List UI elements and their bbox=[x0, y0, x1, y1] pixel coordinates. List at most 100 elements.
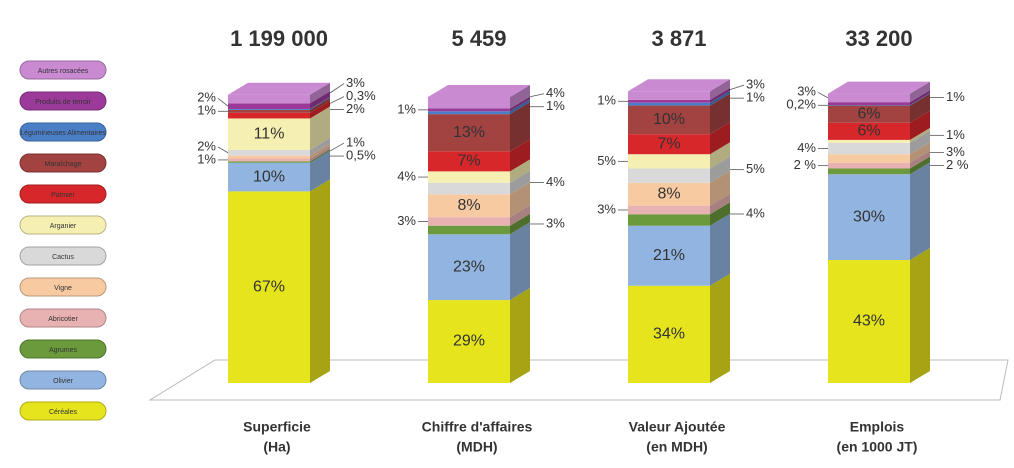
bar-segment bbox=[228, 158, 310, 162]
leader-line bbox=[529, 93, 545, 98]
bar-top bbox=[228, 82, 330, 95]
bar-side bbox=[710, 122, 730, 155]
bar-segment bbox=[628, 182, 710, 206]
legend-swatch bbox=[19, 246, 107, 266]
bar-side bbox=[910, 150, 930, 169]
bar-side bbox=[710, 202, 730, 226]
bar-segment bbox=[628, 205, 710, 215]
bar-side bbox=[710, 79, 730, 100]
value-label: 1% bbox=[946, 89, 965, 104]
bar-top bbox=[628, 79, 730, 92]
bar-side bbox=[510, 139, 530, 172]
bar-segment bbox=[828, 154, 910, 163]
value-label: 3% bbox=[746, 77, 765, 92]
bar-segment bbox=[628, 154, 710, 169]
value-label: 1% bbox=[197, 103, 216, 118]
bar-side bbox=[510, 159, 530, 183]
x-tick-label: Valeur Ajoutée bbox=[629, 419, 726, 435]
bar-segment bbox=[228, 162, 310, 192]
value-label: 4% bbox=[546, 85, 565, 100]
value-label: 1% bbox=[597, 93, 616, 108]
x-tick-label: (Ha) bbox=[263, 439, 290, 455]
bar-segment bbox=[828, 93, 910, 103]
bar-side bbox=[310, 106, 330, 150]
bar-side bbox=[310, 91, 330, 110]
legend-label: Abricotier bbox=[48, 316, 78, 323]
bar-side bbox=[310, 150, 330, 192]
bar-segment bbox=[428, 194, 510, 218]
bar-side bbox=[710, 90, 730, 106]
legend-label: Palmier bbox=[51, 192, 75, 199]
total-label: 1 199 000 bbox=[230, 26, 328, 51]
value-label: 3% bbox=[397, 213, 416, 228]
bar-segment bbox=[428, 111, 510, 115]
value-label: 1% bbox=[746, 90, 765, 105]
leader-line bbox=[817, 91, 829, 99]
bar-side bbox=[310, 146, 330, 162]
bar-side bbox=[510, 205, 530, 226]
x-tick-label: (en 1000 JT) bbox=[837, 439, 918, 455]
bar-segment bbox=[828, 105, 910, 106]
bar-segment bbox=[228, 149, 310, 156]
bar-side bbox=[310, 137, 330, 156]
value-label: 4% bbox=[797, 140, 816, 155]
bar-side bbox=[910, 81, 930, 103]
legend-label: Autres rosacées bbox=[38, 68, 89, 75]
value-label: 7% bbox=[457, 153, 480, 170]
bar-segment bbox=[228, 94, 310, 104]
bar-side bbox=[710, 273, 730, 383]
legend-swatch bbox=[19, 401, 107, 421]
value-label: 7% bbox=[657, 135, 680, 152]
value-label: 1% bbox=[946, 127, 965, 142]
value-label: 13% bbox=[453, 124, 485, 141]
value-label: 2 % bbox=[946, 157, 969, 172]
value-label: 30% bbox=[853, 208, 885, 225]
bar-side bbox=[510, 170, 530, 195]
bar-segment bbox=[428, 171, 510, 183]
bar-side bbox=[910, 248, 930, 383]
bar-segment bbox=[428, 114, 510, 152]
bar-side bbox=[710, 156, 730, 183]
bar-side bbox=[510, 96, 530, 112]
value-label: 29% bbox=[453, 333, 485, 350]
total-label: 33 200 bbox=[845, 26, 912, 51]
bar-side bbox=[910, 162, 930, 261]
total-label: 5 459 bbox=[451, 26, 506, 51]
bar-side bbox=[710, 193, 730, 215]
legend-label: Arganier bbox=[50, 223, 77, 230]
bar-segment bbox=[828, 102, 910, 106]
value-label: 0,2% bbox=[786, 97, 816, 112]
bar-segment bbox=[628, 134, 710, 155]
legend-label: Maraîchage bbox=[45, 161, 82, 168]
value-label: 4% bbox=[546, 174, 565, 189]
leader-line bbox=[329, 83, 345, 94]
bar-segment bbox=[628, 91, 710, 100]
bar-segment bbox=[828, 142, 910, 155]
bar-side bbox=[310, 97, 330, 113]
bar-segment bbox=[628, 168, 710, 183]
bar-segment bbox=[628, 225, 710, 286]
value-label: 4% bbox=[746, 205, 765, 220]
legend-label: Cactus bbox=[52, 254, 74, 261]
leader-line bbox=[329, 96, 345, 104]
value-label: 3% bbox=[346, 75, 365, 90]
bar-segment bbox=[428, 217, 510, 226]
legend-swatch bbox=[19, 277, 107, 297]
value-label: 6% bbox=[857, 123, 880, 140]
bar-side bbox=[910, 156, 930, 175]
legend-label: Produits de terroir bbox=[35, 99, 91, 106]
bar-segment bbox=[828, 162, 910, 169]
bar-segment bbox=[428, 225, 510, 235]
bar-segment bbox=[228, 103, 310, 110]
bar-side bbox=[310, 100, 330, 119]
value-label: 8% bbox=[457, 197, 480, 214]
bar-side bbox=[510, 85, 530, 109]
bar-segment bbox=[428, 97, 510, 109]
bar-side bbox=[710, 93, 730, 135]
bar-side bbox=[310, 97, 330, 110]
bar-segment bbox=[228, 161, 310, 163]
legend-label: Agrumes bbox=[49, 347, 78, 354]
bar-segment bbox=[228, 109, 310, 113]
bar-segment bbox=[828, 260, 910, 383]
